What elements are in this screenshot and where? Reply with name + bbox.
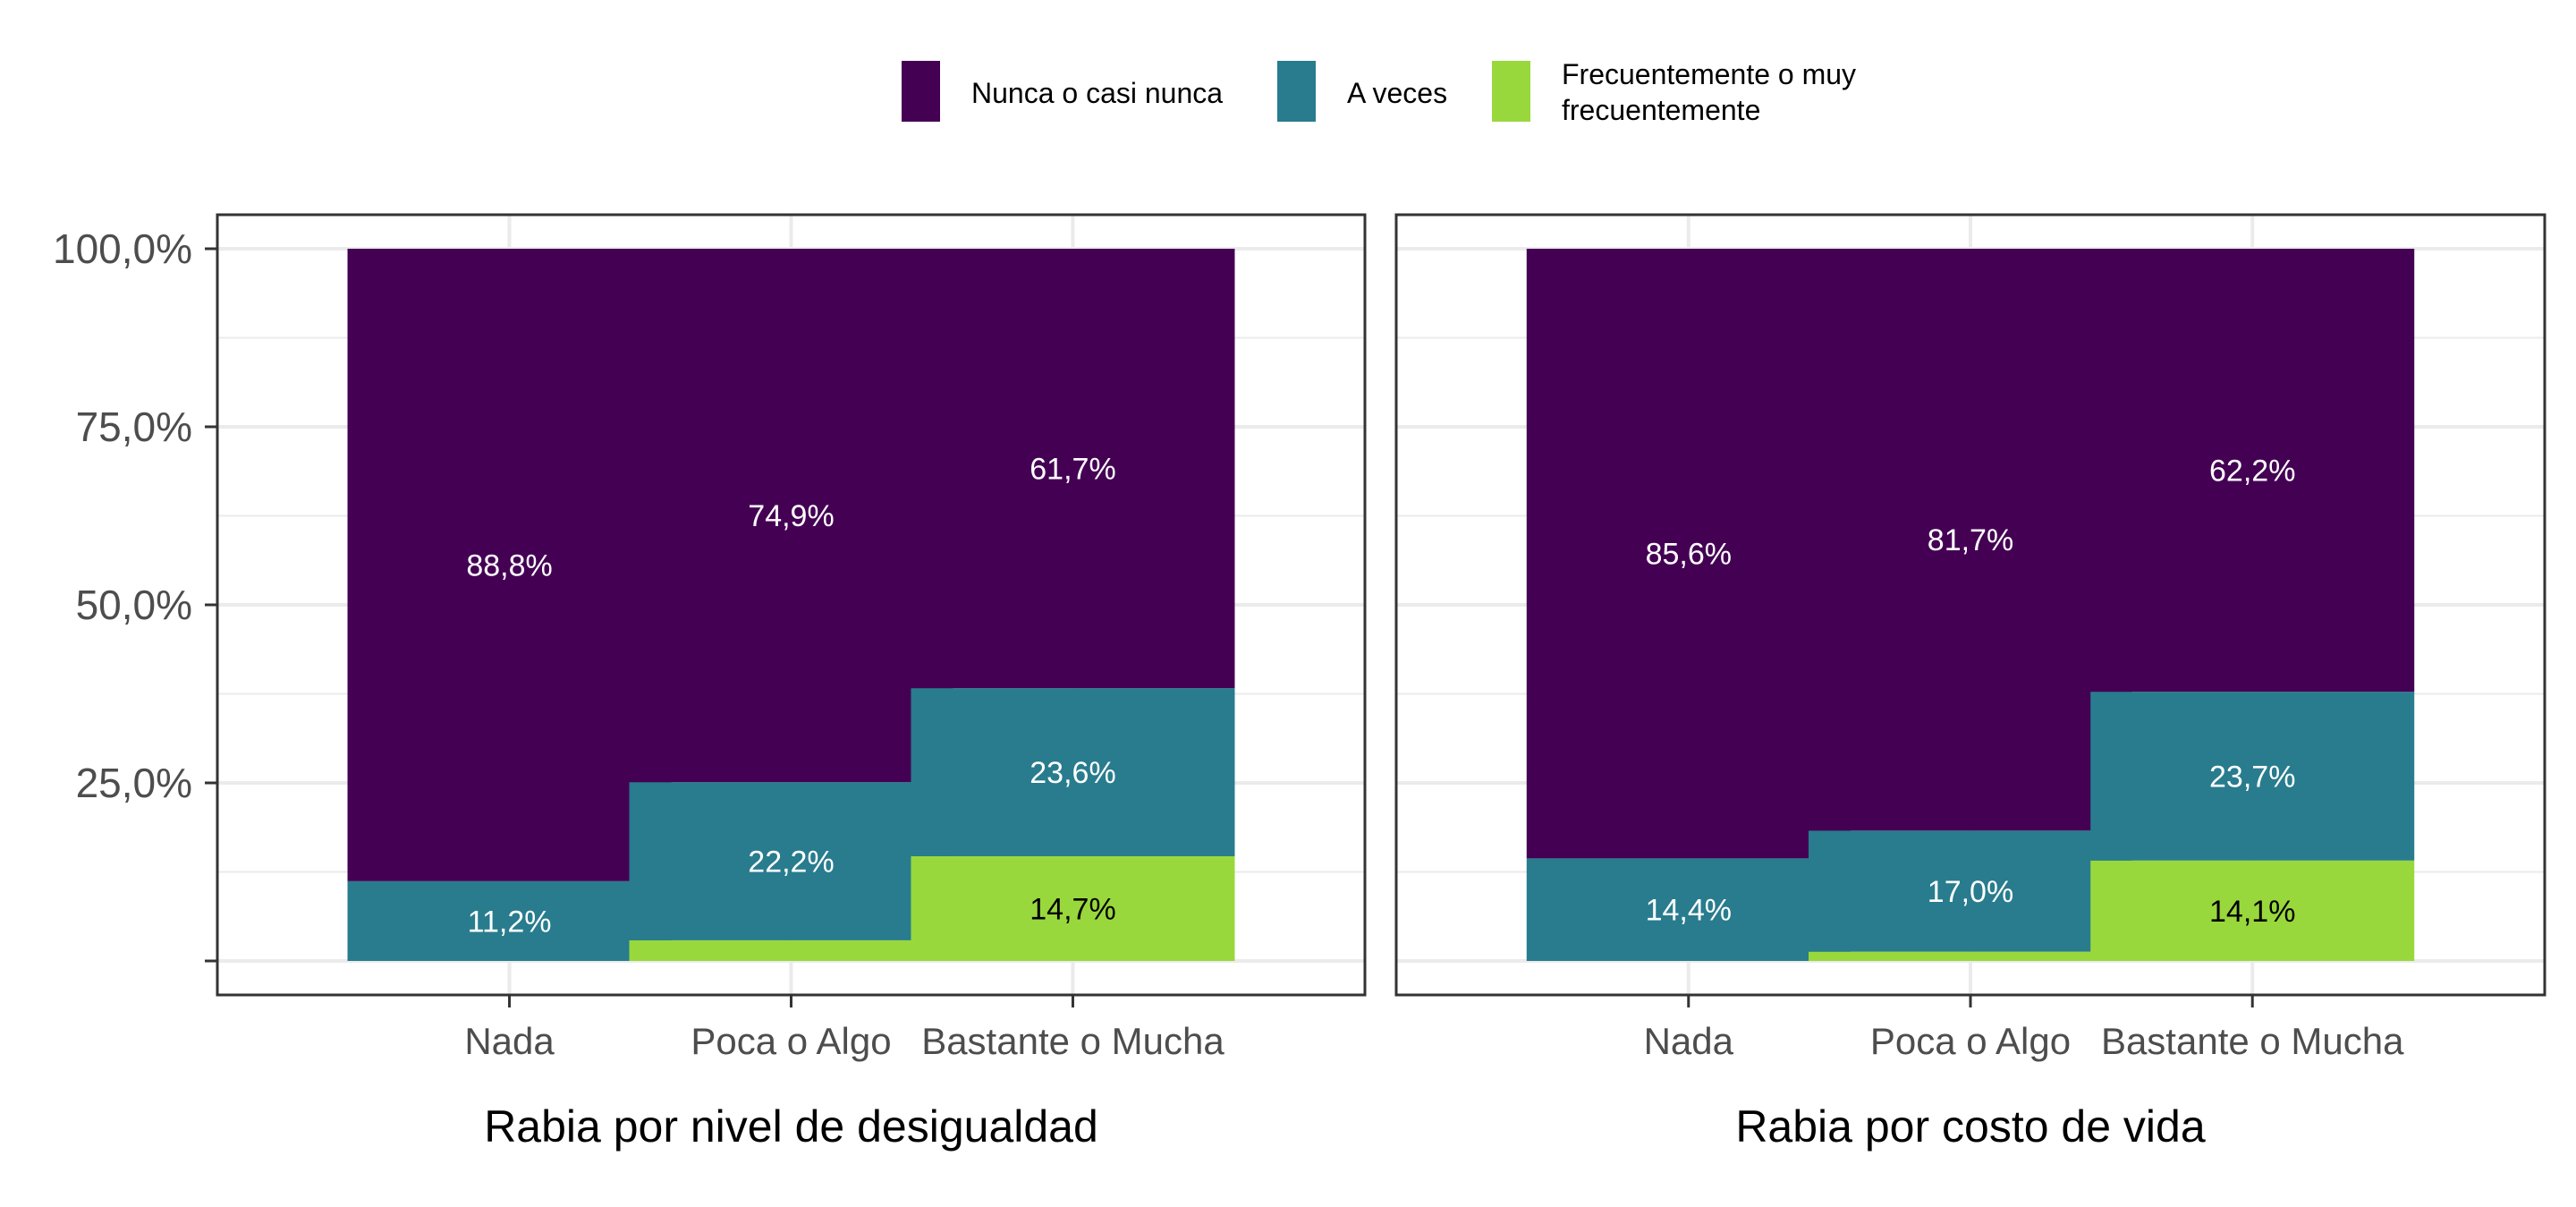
- bar-segment: [629, 249, 953, 783]
- x-tick-label: Poca o Algo: [691, 1020, 891, 1062]
- legend-item: Nunca o casi nunca: [902, 61, 1223, 122]
- legend-swatch: [1492, 61, 1530, 122]
- x-tick-label: Bastante o Mucha: [921, 1020, 1224, 1062]
- bar-segment: [1526, 858, 1851, 961]
- data-label: 74,9%: [748, 499, 834, 533]
- data-label: 81,7%: [1928, 523, 2013, 557]
- bar-segment: [911, 855, 1235, 961]
- legend-swatch: [902, 61, 940, 122]
- y-tick-label: 100,0%: [53, 225, 192, 272]
- bar-segment: [1809, 951, 2132, 961]
- x-tick-label: Nada: [1644, 1020, 1734, 1062]
- data-label: 14,4%: [1646, 894, 1732, 928]
- data-label: 14,7%: [1030, 892, 1115, 926]
- bar-segment: [2090, 249, 2415, 693]
- data-label: 17,0%: [1928, 875, 2013, 909]
- y-tick-label: 75,0%: [76, 404, 192, 450]
- legend: Nunca o casi nunca A veces Frecuentemente …: [902, 58, 1856, 126]
- x-axis-title: Rabia por nivel de desigualdad: [484, 1101, 1098, 1152]
- chart-panel: 11,2% 88,8% 22,2% 74,9% 14,7% 23,6% 61,7% Nada P…: [53, 213, 1367, 1152]
- x-tick-label: Bastante o Mucha: [2101, 1020, 2404, 1062]
- legend-label: Nunca o casi nunca: [971, 77, 1223, 109]
- legend-label: frecuentemente: [1562, 94, 1760, 126]
- legend-label: Frecuentemente o muy: [1562, 58, 1856, 90]
- legend-label: A veces: [1347, 77, 1447, 109]
- data-label: 88,8%: [466, 548, 552, 582]
- bar-segment: [629, 782, 953, 940]
- y-tick-label: 50,0%: [76, 582, 192, 628]
- bar-segment: [629, 939, 953, 961]
- data-label: 23,7%: [2209, 760, 2295, 794]
- bar-segment: [347, 249, 672, 881]
- bar-segment: [2090, 692, 2415, 861]
- x-axis-title: Rabia por costo de vida: [1735, 1101, 2206, 1152]
- x-tick-label: Nada: [464, 1020, 555, 1062]
- x-tick-label: Poca o Algo: [1870, 1020, 2071, 1062]
- bar-segment: [911, 249, 1235, 689]
- bar-segment: [2090, 860, 2415, 961]
- y-tick-label: 25,0%: [76, 760, 192, 806]
- data-label: 11,2%: [468, 905, 552, 939]
- data-label: 22,2%: [748, 846, 834, 880]
- bar-segment: [1809, 249, 2132, 831]
- data-label: 14,1%: [2209, 895, 2295, 929]
- data-label: 23,6%: [1030, 756, 1115, 790]
- bar-segment: [1526, 249, 1851, 859]
- bar-segment: [1809, 830, 2132, 952]
- legend-item: A veces: [1277, 61, 1447, 122]
- bar-segment: [911, 688, 1235, 856]
- legend-item: Frecuentemente o muy frecuentemente: [1492, 58, 1856, 126]
- data-label: 62,2%: [2209, 455, 2295, 489]
- data-label: 85,6%: [1646, 538, 1732, 572]
- bar-segment: [347, 880, 672, 961]
- panels: 11,2% 88,8% 22,2% 74,9% 14,7% 23,6% 61,7% Nada P…: [53, 213, 2546, 1152]
- legend-swatch: [1277, 61, 1316, 122]
- data-label: 61,7%: [1030, 453, 1115, 487]
- chart-panel: 14,4% 85,6% 17,0% 81,7% 14,1% 23,7% 62,2% Nada P…: [1394, 213, 2546, 1152]
